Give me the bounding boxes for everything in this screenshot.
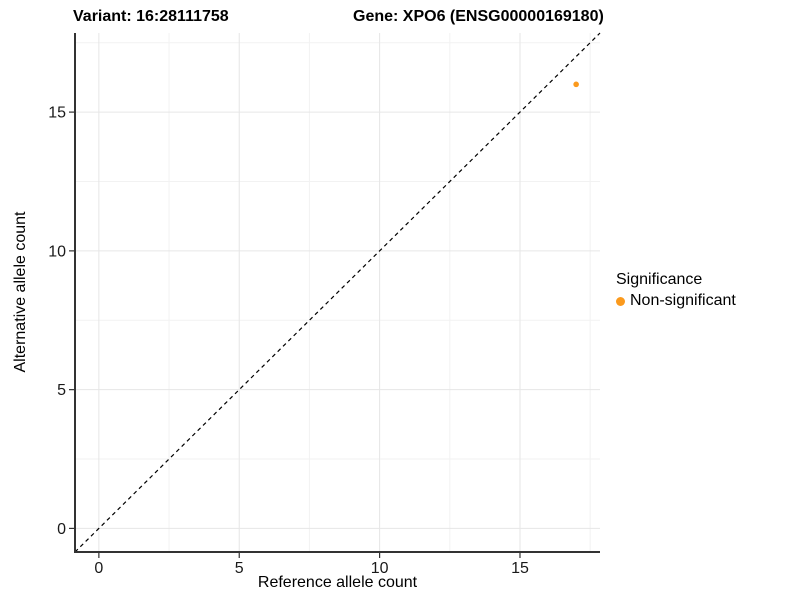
data-point [573, 81, 579, 88]
y-tick-label: 10 [48, 243, 66, 260]
x-tick-label: 0 [94, 560, 103, 577]
x-tick-label: 10 [371, 560, 389, 577]
x-tick-label: 15 [511, 560, 529, 577]
x-axis-title: Reference allele count [257, 574, 418, 591]
plot-title-variant: Variant: 16:28111758 [73, 8, 229, 25]
y-tick-label: 15 [48, 105, 66, 122]
legend-item-label: Non-significant [630, 292, 736, 309]
y-tick-label: 0 [57, 521, 66, 538]
plot-title-gene: Gene: XPO6 (ENSG00000169180) [353, 8, 604, 25]
legend-item: Non-significant [616, 292, 736, 310]
identity-line [74, 32, 601, 553]
y-axis-title: Alternative allele count [12, 211, 29, 373]
legend-point-icon [616, 296, 625, 306]
x-tick-label: 5 [235, 560, 244, 577]
y-tick-label: 5 [57, 382, 66, 399]
legend-title: Significance [616, 271, 703, 288]
legend: Significance Non-significant [616, 271, 736, 310]
